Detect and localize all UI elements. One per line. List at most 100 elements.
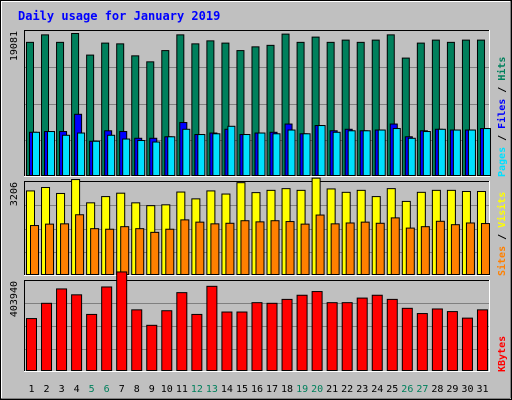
kbytes-bar bbox=[86, 313, 98, 371]
kbytes-bar bbox=[386, 298, 398, 372]
day-label: 24 bbox=[371, 384, 383, 395]
kbytes-bar bbox=[311, 291, 323, 372]
legend-separator: / bbox=[497, 228, 508, 246]
sites-bar bbox=[75, 214, 85, 276]
kbytes-bar bbox=[326, 302, 338, 371]
day-label: 15 bbox=[236, 384, 248, 395]
visits-max-label: 3206 bbox=[9, 182, 20, 206]
legend-kbytes: KBytes bbox=[497, 336, 508, 372]
sites-bar bbox=[165, 228, 175, 276]
pages-bar bbox=[92, 140, 101, 176]
legend-separator: / bbox=[497, 129, 508, 147]
pages-bar bbox=[437, 128, 446, 176]
day-label: 29 bbox=[446, 384, 458, 395]
day-label: 9 bbox=[149, 384, 155, 395]
pages-bar bbox=[302, 133, 311, 177]
day-label: 2 bbox=[44, 384, 50, 395]
sites-bar bbox=[60, 223, 70, 275]
sites-bar bbox=[30, 225, 39, 276]
pages-bar bbox=[167, 136, 176, 176]
pages-bar bbox=[197, 134, 206, 177]
sites-bar bbox=[315, 214, 325, 276]
legend-hits: Hits bbox=[496, 57, 508, 81]
sites-bar bbox=[135, 228, 145, 275]
legend-visits: Visits bbox=[496, 192, 508, 228]
day-label: 21 bbox=[326, 384, 338, 395]
day-label: 8 bbox=[134, 384, 140, 395]
pages-bar bbox=[47, 131, 56, 176]
sites-bar bbox=[285, 221, 295, 275]
pages-bar bbox=[467, 129, 476, 176]
day-label: 25 bbox=[386, 384, 398, 395]
day-label: 26 bbox=[401, 384, 413, 395]
sites-bar bbox=[420, 226, 430, 276]
sites-bar bbox=[195, 221, 205, 276]
sites-bar bbox=[375, 222, 385, 275]
sites-bar bbox=[390, 217, 400, 275]
day-label: 17 bbox=[266, 384, 278, 395]
kbytes-bar bbox=[116, 271, 128, 372]
pages-bar bbox=[32, 131, 40, 176]
kbytes-bar bbox=[341, 302, 353, 371]
kbytes-bar bbox=[371, 294, 383, 371]
day-label: 1 bbox=[29, 384, 35, 395]
sites-bar bbox=[270, 220, 280, 275]
sites-bar bbox=[255, 221, 265, 276]
pages-bar bbox=[212, 133, 221, 177]
kbytes-bar bbox=[26, 318, 37, 371]
day-label: 27 bbox=[416, 384, 428, 395]
kbytes-bar bbox=[71, 294, 83, 371]
pages-bar bbox=[377, 129, 386, 176]
sites-bar bbox=[45, 223, 55, 275]
kbytes-bar bbox=[476, 309, 488, 372]
kbytes-bar bbox=[221, 311, 233, 371]
day-label: 31 bbox=[476, 384, 488, 395]
kbytes-bar bbox=[56, 288, 68, 372]
legend-sites: Sites bbox=[496, 246, 508, 276]
pages-bar bbox=[182, 128, 191, 176]
day-label: 16 bbox=[251, 384, 263, 395]
sites-bar bbox=[360, 221, 370, 276]
kbytes-bar bbox=[176, 292, 188, 372]
chart-title: Daily usage for January 2019 bbox=[18, 9, 220, 23]
sites-bar bbox=[405, 227, 415, 275]
pages-bar bbox=[287, 129, 296, 176]
pages-bar bbox=[77, 132, 86, 176]
kbytes-bar bbox=[296, 294, 308, 371]
kbytes-bar bbox=[41, 302, 53, 371]
sites-bar bbox=[180, 219, 190, 275]
pages-bar bbox=[242, 134, 251, 177]
pages-bar bbox=[482, 128, 491, 176]
day-label: 13 bbox=[206, 384, 218, 395]
kbytes-bar bbox=[446, 311, 458, 372]
day-label: 20 bbox=[311, 384, 323, 395]
hits-max-label: 19081 bbox=[9, 31, 20, 61]
day-label: 11 bbox=[176, 384, 188, 395]
bar-marks bbox=[26, 33, 491, 372]
day-label: 28 bbox=[431, 384, 443, 395]
legend-separator: / bbox=[497, 81, 508, 99]
pages-bar bbox=[257, 132, 266, 176]
pages-bar bbox=[362, 130, 371, 176]
kbytes-bar bbox=[206, 285, 218, 371]
pages-bar bbox=[452, 129, 461, 176]
sites-bar bbox=[120, 226, 130, 276]
sites-bar bbox=[345, 222, 355, 276]
kbytes-bar bbox=[251, 302, 263, 371]
day-label: 5 bbox=[89, 384, 95, 395]
day-label: 23 bbox=[356, 384, 368, 395]
day-label: 6 bbox=[104, 384, 110, 395]
kbytes-bar bbox=[146, 324, 158, 371]
kbytes-bar bbox=[191, 313, 203, 371]
sites-bar bbox=[90, 228, 100, 275]
legend-files: Files bbox=[496, 99, 508, 129]
pages-bar bbox=[392, 128, 401, 176]
day-label: 4 bbox=[74, 384, 80, 395]
kbytes-bar bbox=[266, 302, 278, 371]
sites-bar bbox=[435, 220, 445, 275]
day-label: 22 bbox=[341, 384, 353, 395]
sites-bar bbox=[225, 222, 235, 275]
kbytes-bar bbox=[236, 311, 248, 371]
